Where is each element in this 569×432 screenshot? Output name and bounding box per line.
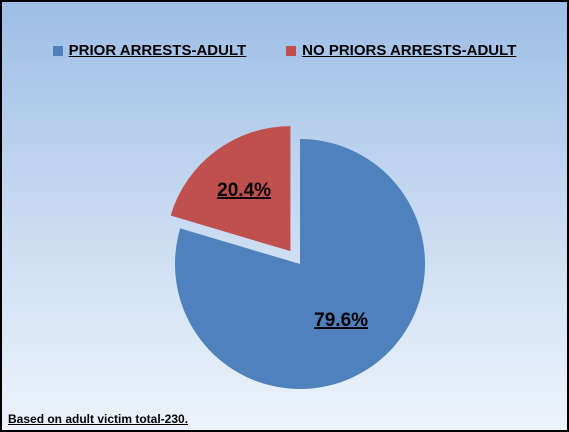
legend-swatch-no-priors: [286, 45, 297, 56]
footnote: Based on adult victim total-230.: [8, 412, 189, 426]
data-label-no-priors: 20.4%: [217, 180, 271, 201]
legend-label-no-priors: NO PRIORS ARRESTS-ADULT: [302, 42, 517, 59]
legend-item-prior-arrests: PRIOR ARRESTS-ADULT: [52, 42, 247, 59]
legend: PRIOR ARRESTS-ADULT NO PRIORS ARRESTS-AD…: [2, 42, 567, 59]
pie-slice-prior-arrests: [175, 139, 426, 390]
legend-swatch-prior-arrests: [52, 45, 63, 56]
data-label-prior-arrests: 79.6%: [314, 310, 368, 331]
pie-slice-no-priors: [170, 126, 291, 252]
legend-label-prior-arrests: PRIOR ARRESTS-ADULT: [68, 42, 247, 59]
legend-item-no-priors: NO PRIORS ARRESTS-ADULT: [286, 42, 516, 59]
